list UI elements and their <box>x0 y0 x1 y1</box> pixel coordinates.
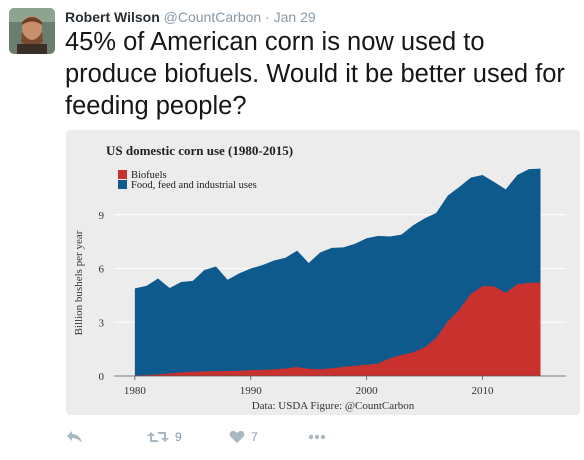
chart-title: US domestic corn use (1980-2015) <box>106 143 293 158</box>
reply-arrow-icon <box>67 431 82 443</box>
tweet-header: Robert Wilson @CountCarbon · Jan 29 <box>65 8 316 26</box>
area-food-feed-industrial <box>134 168 541 376</box>
retweet-count: 9 <box>175 430 182 444</box>
x-tick-2010: 2010 <box>472 385 495 397</box>
author-avatar[interactable] <box>9 8 55 54</box>
reply-button[interactable] <box>66 428 83 446</box>
area-biofuels <box>134 282 541 376</box>
retweet-icon <box>147 432 169 442</box>
y-tick-9: 9 <box>99 210 105 222</box>
author-name[interactable]: Robert Wilson <box>65 9 160 25</box>
avatar-photo <box>9 8 55 54</box>
chart-caption: Data: USDA Figure: @CountCarbon <box>252 400 415 412</box>
legend-label-0: Biofuels <box>131 170 167 181</box>
tweet-text: 45% of American corn is now used to prod… <box>65 28 565 120</box>
more-button[interactable] <box>308 428 326 446</box>
x-tick-2000: 2000 <box>356 385 379 397</box>
y-tick-6: 6 <box>99 264 105 276</box>
heart-icon <box>229 430 245 443</box>
tweet-media-chart[interactable]: 0 3 6 9 1980 1990 2000 2010 US domestic corn use… <box>66 130 580 415</box>
tweet-actions: 9 7 <box>66 428 366 446</box>
like-count: 7 <box>251 430 258 444</box>
corn-use-chart: 0 3 6 9 1980 1990 2000 2010 US domestic corn use… <box>73 143 566 412</box>
x-tick-1990: 1990 <box>240 385 263 397</box>
retweet-button[interactable]: 9 <box>147 428 182 446</box>
like-button[interactable]: 7 <box>229 428 258 446</box>
y-axis-label: Billion bushels per year <box>73 230 85 335</box>
header-separator: · <box>265 9 270 25</box>
author-handle[interactable]: @CountCarbon <box>163 9 262 25</box>
y-tick-3: 3 <box>99 317 105 329</box>
tweet-date[interactable]: Jan 29 <box>273 9 316 25</box>
x-tick-1980: 1980 <box>124 385 147 397</box>
more-dots-icon <box>308 434 326 440</box>
legend-swatch-1 <box>118 180 127 189</box>
y-tick-0: 0 <box>99 371 105 383</box>
legend-swatch-0 <box>118 170 127 179</box>
legend-label-1: Food, feed and industrial uses <box>131 180 257 191</box>
